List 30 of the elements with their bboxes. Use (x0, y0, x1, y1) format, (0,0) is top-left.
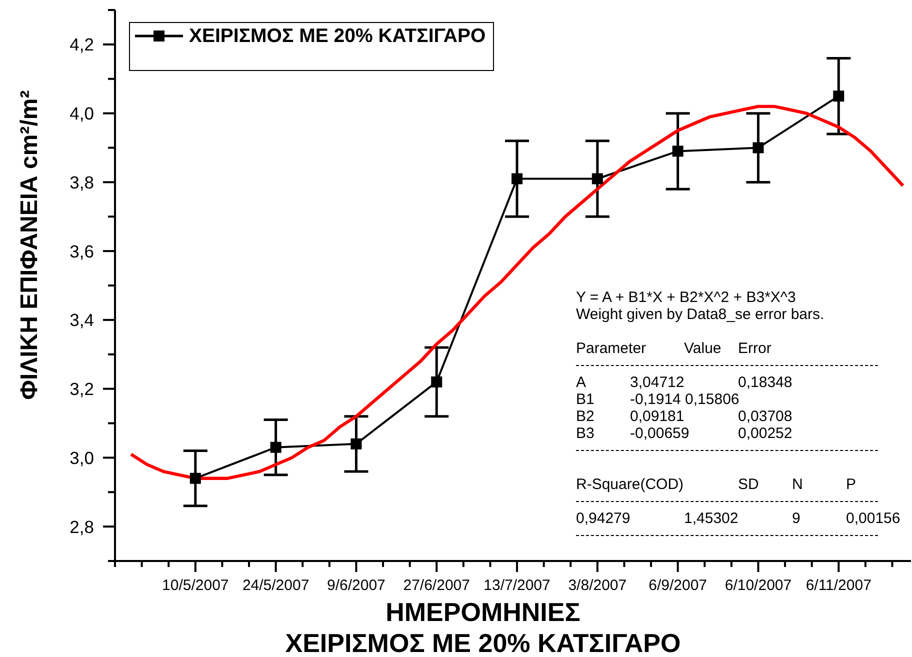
text: ΧΕΙΡΙΣΜΟΣ ΜΕ 20% ΚΑΤΣΙΓΑΡΟ (284, 628, 682, 657)
text: B2 0,09181 0,03708 (576, 408, 792, 424)
x-tick-label: 6/9/2007 (648, 577, 708, 594)
x-axis-title: ΗΜΕΡΟΜΗΝΙΕΣ (384, 597, 582, 627)
y-tick-label: 2,8 (70, 516, 94, 537)
annotation: Y = A + B1*X + B2*X^2 + B3*X^3 (576, 288, 796, 306)
y-tick-label: 3,2 (70, 379, 94, 400)
x-tick-label: 9/6/2007 (327, 577, 386, 594)
x-tick-label: 10/5/2007 (162, 577, 229, 594)
y-tick-label: 4,2 (70, 34, 94, 55)
x-tick-label: 6/10/2007 (724, 577, 792, 594)
x-tick-label: 24/5/2007 (242, 577, 310, 594)
x-tick-label: 27/6/2007 (403, 577, 470, 594)
text: A 3,04712 0,18348 (576, 374, 792, 390)
y-tick-label: 4,0 (70, 104, 94, 124)
annotation: Weight given by Data8_se error bars. (576, 306, 824, 322)
x-tick-label: 3/8/2007 (568, 577, 627, 594)
text: Parameter Value Error (576, 340, 772, 356)
y-tick-label: 3,0 (70, 448, 94, 468)
text: B3 -0,00659 0,00252 (576, 424, 792, 442)
text: R-Square(COD) SD N P (576, 476, 856, 492)
text: B1 -0,1914 0,15806 (576, 390, 740, 408)
y-axis-title: ΦΙΛΙΚΗ ΕΠΙΦΑΝΕΙΑ cm²/m² (15, 89, 44, 402)
y-tick-label: 3,6 (70, 241, 94, 262)
x-tick-label: 13/7/2007 (484, 577, 550, 594)
legend-label: ΧΕΙΡΙΣΜΟΣ ΜΕ 20% ΚΑΤΣΙΓΑΡΟ (189, 24, 486, 48)
x-tick-label: 6/11/2007 (806, 577, 872, 594)
y-tick-label: 3,4 (70, 310, 94, 330)
y-tick-label: 3,8 (70, 172, 94, 192)
text: 0,94279 1,45302 9 0,00156 (576, 510, 900, 526)
